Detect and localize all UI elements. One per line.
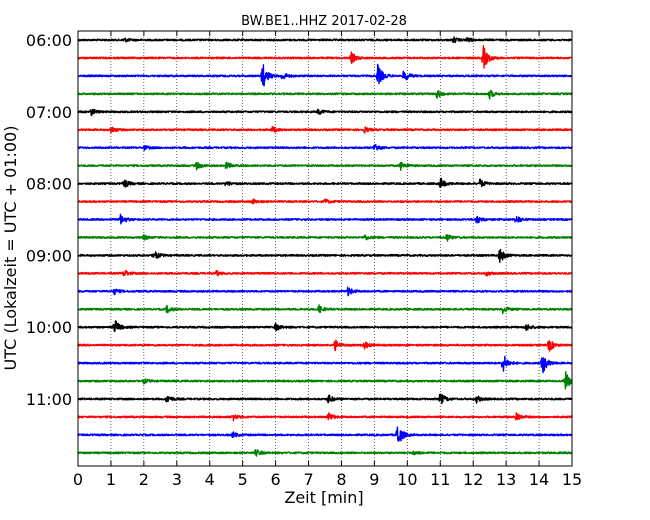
vertical-grid <box>110 31 540 466</box>
x-tick-label: 0 <box>73 470 83 489</box>
x-tick-label: 12 <box>463 470 483 489</box>
x-tick-label: 10 <box>397 470 417 489</box>
x-axis-label: Zeit [min] <box>284 488 363 507</box>
x-tick-label: 15 <box>562 470 582 489</box>
y-tick-label: 08:00 <box>26 175 72 194</box>
x-tick-label: 2 <box>139 470 149 489</box>
trace-line <box>77 63 573 87</box>
trace-line <box>77 44 573 69</box>
y-axis-label: UTC (Lokalzeit = UTC + 01:00) <box>1 126 20 371</box>
trace-line <box>77 161 573 171</box>
trace-line <box>77 339 573 352</box>
trace-line <box>77 393 573 405</box>
y-tick-label: 06:00 <box>26 31 72 50</box>
trace-line <box>77 269 573 277</box>
x-tick-label: 7 <box>303 470 313 489</box>
trace-line <box>77 108 573 117</box>
trace-line <box>77 371 573 390</box>
trace-line <box>77 36 573 44</box>
y-axis: 06:00 07:00 08:00 09:00 10:00 11:00 <box>26 31 572 409</box>
x-tick-label: 5 <box>238 470 248 489</box>
x-tick-label: 8 <box>336 470 346 489</box>
y-tick-label: 09:00 <box>26 246 72 265</box>
y-tick-label: 10:00 <box>26 318 72 337</box>
x-tick-label: 13 <box>496 470 516 489</box>
x-tick-label: 3 <box>172 470 182 489</box>
x-tick-label: 6 <box>271 470 281 489</box>
trace-line <box>77 449 573 457</box>
x-tick-label: 14 <box>529 470 549 489</box>
y-tick-label: 11:00 <box>26 390 72 409</box>
trace-line <box>77 248 573 263</box>
x-axis: 0 1 2 3 4 5 6 7 8 9 10 11 12 13 14 15 <box>73 31 582 489</box>
traces-group <box>77 36 573 457</box>
trace-line <box>77 426 573 442</box>
trace-line <box>77 143 573 152</box>
plot-frame <box>77 30 573 467</box>
trace-line <box>77 89 573 100</box>
trace-line <box>77 304 573 315</box>
x-tick-label: 4 <box>205 470 215 489</box>
trace-line <box>77 213 573 225</box>
trace-line <box>77 177 573 188</box>
trace-line <box>77 286 573 297</box>
x-tick-label: 11 <box>430 470 450 489</box>
trace-line <box>77 198 573 205</box>
y-tick-label: 07:00 <box>26 103 72 122</box>
x-tick-label: 1 <box>106 470 116 489</box>
trace-line <box>77 125 573 134</box>
trace-line <box>77 355 573 374</box>
trace-line <box>77 412 573 422</box>
chart-title: BW.BE1..HHZ 2017-02-28 <box>241 14 407 29</box>
trace-line <box>77 233 573 242</box>
trace-line <box>77 320 573 333</box>
x-tick-label: 9 <box>369 470 379 489</box>
